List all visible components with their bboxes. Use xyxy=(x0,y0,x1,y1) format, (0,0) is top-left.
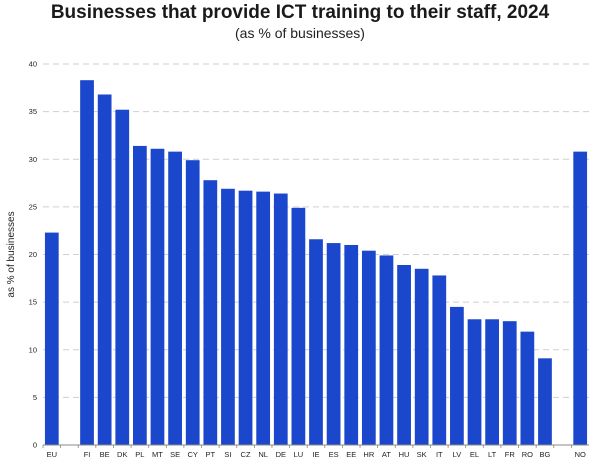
bar-es xyxy=(326,243,341,445)
bar-eu xyxy=(44,232,59,445)
bar-fr xyxy=(502,321,517,445)
bar-pl xyxy=(133,145,147,446)
x-tick-label: NO xyxy=(575,450,586,459)
x-tick-label: AT xyxy=(382,450,391,459)
bar-no xyxy=(573,151,588,445)
x-tick-label: ES xyxy=(329,450,339,459)
y-axis-title: as % of businesses xyxy=(6,211,17,297)
x-tick-label: HR xyxy=(363,450,374,459)
bar-at xyxy=(379,255,394,445)
bar-de xyxy=(273,193,288,445)
bar-ee xyxy=(344,244,359,445)
x-tick-label: PL xyxy=(135,450,144,459)
x-tick-label: PT xyxy=(206,450,216,459)
y-tick-label: 35 xyxy=(29,107,37,116)
bar-si xyxy=(221,188,235,445)
bar-pt xyxy=(203,180,218,445)
bar-fi xyxy=(80,80,94,445)
y-tick-label: 40 xyxy=(29,60,37,69)
x-tick-label: LV xyxy=(453,450,462,459)
bar-nl xyxy=(256,191,271,445)
chart-title: Businesses that provide ICT training to … xyxy=(50,2,550,23)
bar-mt xyxy=(150,148,165,445)
y-tick-label: 25 xyxy=(29,202,37,211)
bar-dk xyxy=(115,109,130,445)
bar-el xyxy=(467,319,482,445)
bar-lu xyxy=(291,207,306,445)
x-tick-label: DE xyxy=(276,450,286,459)
chart-subtitle: (as % of businesses) xyxy=(235,25,365,41)
x-tick-label: EE xyxy=(346,450,356,459)
x-tick-label: NL xyxy=(258,450,268,459)
x-tick-label: FI xyxy=(84,450,91,459)
bar-it xyxy=(432,275,447,445)
x-tick-label: FR xyxy=(505,450,516,459)
bar-hr xyxy=(361,250,376,445)
axes xyxy=(42,444,589,448)
bar-cz xyxy=(238,190,253,445)
bar-ro xyxy=(520,331,535,445)
x-tick-label: MT xyxy=(152,450,163,459)
x-tick-label: BE xyxy=(100,450,110,459)
x-tick-labels: EU FI BE DK PL MT SE CY PT SI CZ NL DE LU IE ES EE HR AT HU… xyxy=(47,450,586,459)
bar-bg xyxy=(538,358,552,445)
x-tick-label: LU xyxy=(294,450,304,459)
bar-ie xyxy=(309,239,323,445)
y-tick-label: 5 xyxy=(33,393,37,402)
x-tick-label: EU xyxy=(47,450,57,459)
bar-se xyxy=(168,151,182,445)
bar-hu xyxy=(397,264,411,445)
bars xyxy=(44,80,588,446)
x-tick-label: SE xyxy=(170,450,180,459)
y-tick-label: 10 xyxy=(29,345,37,354)
y-tick-label: 30 xyxy=(29,155,37,164)
bar-sk xyxy=(414,268,429,445)
x-tick-label: IT xyxy=(436,450,443,459)
y-tick-label: 20 xyxy=(29,250,37,259)
x-tick-label: LT xyxy=(488,450,497,459)
x-tick-label: SI xyxy=(224,450,231,459)
x-tick-label: EL xyxy=(470,450,479,459)
x-tick-label: IE xyxy=(312,450,319,459)
y-tick-label: 15 xyxy=(29,298,37,307)
y-tick-labels: 0 5 10 15 20 25 30 35 40 xyxy=(29,60,37,450)
x-tick-label: SK xyxy=(417,450,427,459)
x-tick-label: CY xyxy=(187,450,197,459)
bar-lv xyxy=(450,306,464,445)
x-tick-label: CZ xyxy=(241,450,251,459)
x-tick-label: HU xyxy=(399,450,410,459)
bar-be xyxy=(97,94,112,445)
x-tick-label: BG xyxy=(540,450,551,459)
x-tick-label: DK xyxy=(117,450,127,459)
x-tick-label: RO xyxy=(522,450,533,459)
y-tick-label: 0 xyxy=(33,441,37,450)
bar-cy xyxy=(185,160,200,445)
bar-lt xyxy=(485,319,499,445)
